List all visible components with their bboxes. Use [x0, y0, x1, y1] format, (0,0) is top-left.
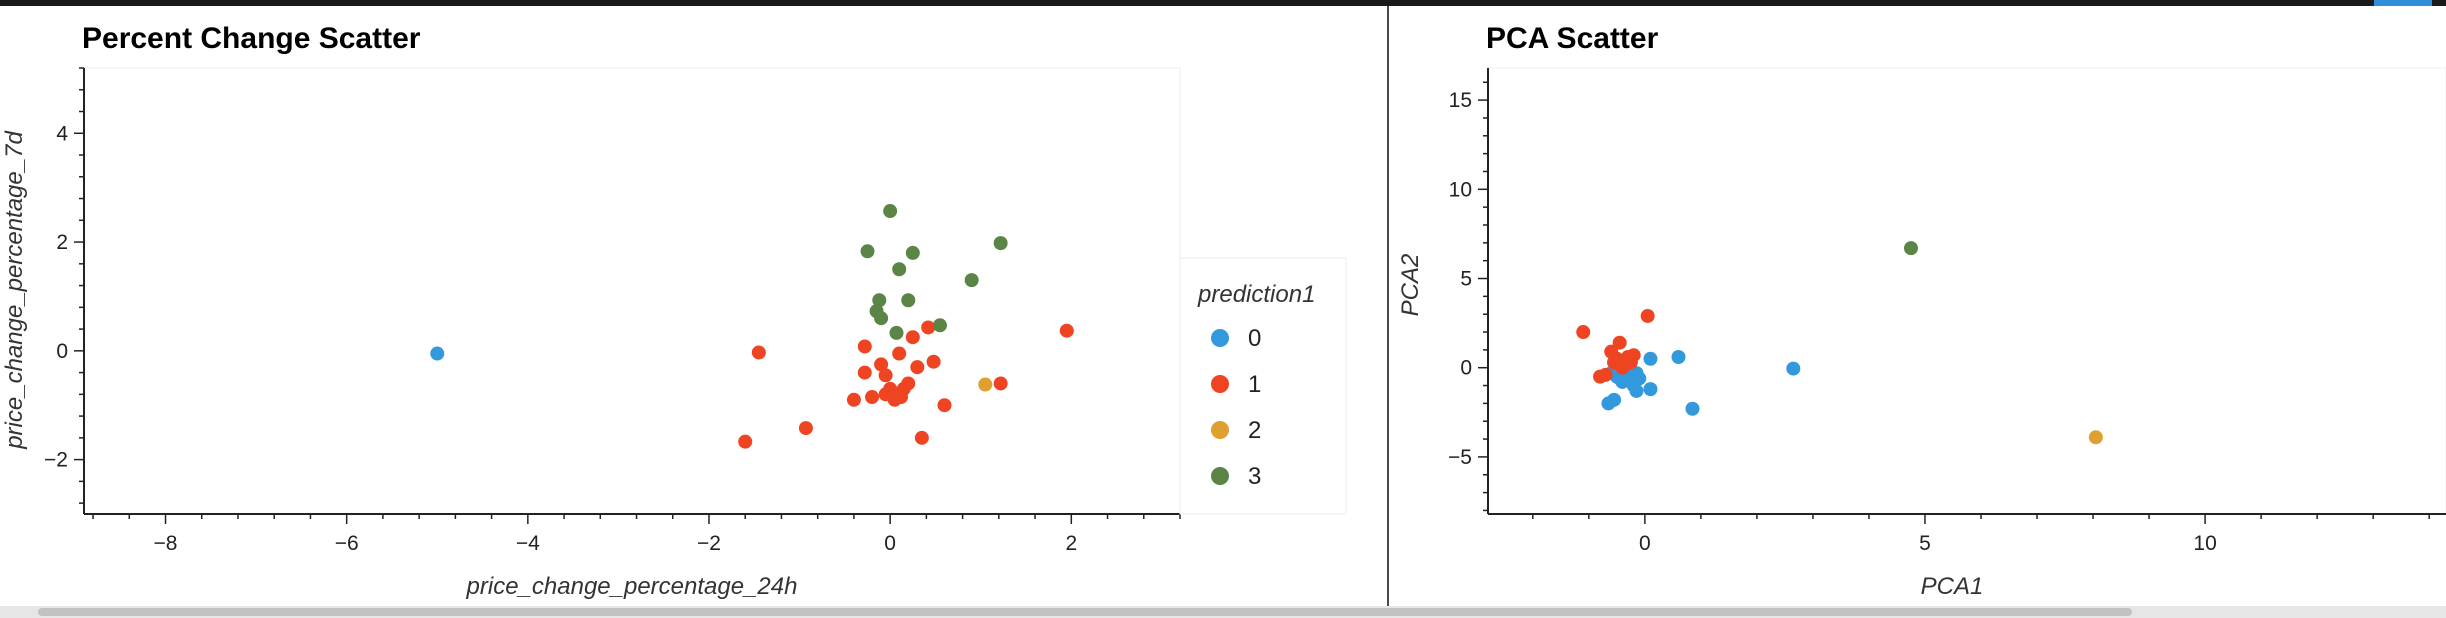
point-cluster-1 [846, 392, 861, 407]
point-cluster-1 [1059, 323, 1074, 338]
percent-change-scatter-chart: Percent Change Scatter −8 −6 −4 −2 0 2 −2 0 2 4 p… [1, 22, 1347, 600]
point-cluster-1 [738, 434, 753, 449]
point-cluster-3 [889, 325, 904, 340]
x-tick-label: −4 [516, 532, 540, 555]
legend-swatch-0 [1211, 329, 1229, 347]
plot-area [83, 67, 1181, 515]
point-cluster-1 [905, 330, 920, 345]
legend-swatch-2 [1211, 421, 1229, 439]
chart-title: Percent Change Scatter [82, 22, 421, 55]
points [1576, 241, 2103, 445]
point-cluster-3 [874, 311, 889, 326]
point-cluster-1 [798, 421, 813, 436]
point-cluster-1 [1640, 308, 1655, 323]
point-cluster-1 [878, 368, 893, 383]
x-axis-label: PCA1 [1921, 573, 1984, 600]
y-axis-label: PCA2 [1397, 254, 1424, 317]
x-axis-label: price_change_percentage_24h [466, 573, 798, 600]
x-tick-label: 0 [884, 532, 896, 555]
top-bar-accent [2374, 0, 2432, 6]
y-tick-label: 15 [1449, 89, 1472, 112]
legend: prediction1 0 1 2 3 [1179, 257, 1347, 515]
point-cluster-3 [932, 318, 947, 333]
point-cluster-3 [892, 262, 907, 277]
point-cluster-0 [1632, 371, 1647, 386]
y-tick-label: 4 [56, 122, 68, 145]
point-cluster-3 [964, 273, 979, 288]
point-cluster-1 [910, 360, 925, 375]
point-cluster-0 [1786, 361, 1801, 376]
point-cluster-1 [883, 381, 898, 396]
point-cluster-3 [901, 293, 916, 308]
point-cluster-1 [1626, 348, 1641, 363]
legend-swatch-3 [1211, 467, 1229, 485]
legend-swatch-1 [1211, 375, 1229, 393]
y-tick-label: 0 [1460, 357, 1472, 380]
point-cluster-1 [921, 320, 936, 335]
point-cluster-0 [1685, 401, 1700, 416]
axes: 0 5 10 −5 0 5 10 15 [1448, 68, 2446, 555]
point-cluster-1 [1612, 335, 1627, 350]
legend-box [1179, 257, 1347, 515]
points [430, 204, 1074, 449]
x-tick-label: −6 [335, 532, 359, 555]
point-cluster-1 [1598, 367, 1613, 382]
top-bar [0, 0, 2446, 6]
point-cluster-1 [901, 376, 916, 391]
y-tick-label: −5 [1448, 446, 1472, 469]
point-cluster-0 [1607, 392, 1622, 407]
point-cluster-3 [1903, 241, 1918, 256]
point-cluster-3 [993, 236, 1008, 251]
y-tick-label: 0 [56, 340, 68, 363]
point-cluster-3 [883, 204, 898, 219]
panel-divider [1387, 6, 1389, 606]
point-cluster-1 [857, 339, 872, 354]
legend-title: prediction1 [1197, 281, 1315, 308]
scrollbar-thumb[interactable] [38, 608, 2132, 616]
x-tick-label: −2 [697, 532, 721, 555]
point-cluster-1 [857, 365, 872, 380]
point-cluster-1 [865, 390, 880, 405]
point-cluster-0 [1629, 383, 1644, 398]
legend-label-3: 3 [1248, 463, 1261, 490]
point-cluster-3 [872, 293, 887, 308]
point-cluster-1 [1576, 325, 1591, 340]
point-cluster-1 [926, 354, 941, 369]
point-cluster-1 [937, 398, 952, 413]
legend-label-2: 2 [1248, 417, 1261, 444]
point-cluster-0 [1643, 382, 1658, 397]
y-tick-label: 10 [1449, 178, 1472, 201]
pca-scatter-chart: PCA Scatter 0 5 10 −5 0 5 10 15 PCA1 PCA2 [1397, 22, 2446, 600]
point-cluster-0 [1643, 351, 1658, 366]
y-tick-label: −2 [44, 449, 68, 472]
point-cluster-1 [751, 345, 766, 360]
y-axis-label: price_change_percentage_7d [1, 131, 28, 450]
chart-title: PCA Scatter [1486, 22, 1659, 55]
x-tick-label: 10 [2193, 532, 2216, 555]
x-tick-label: 0 [1639, 532, 1651, 555]
x-tick-label: −8 [154, 532, 178, 555]
y-tick-label: 5 [1460, 268, 1472, 291]
axes: −8 −6 −4 −2 0 2 −2 0 2 4 [44, 67, 1181, 555]
point-cluster-1 [892, 346, 907, 361]
point-cluster-2 [2088, 430, 2103, 445]
y-tick-label: 2 [56, 231, 68, 254]
point-cluster-1 [914, 430, 929, 445]
point-cluster-1 [874, 357, 889, 372]
x-tick-label: 2 [1065, 532, 1077, 555]
point-cluster-0 [430, 346, 445, 361]
point-cluster-2 [978, 377, 993, 392]
point-cluster-0 [1671, 350, 1686, 365]
x-tick-label: 5 [1919, 532, 1931, 555]
plot-area [1487, 67, 2446, 515]
point-cluster-3 [905, 245, 920, 260]
legend-label-1: 1 [1248, 371, 1261, 398]
point-cluster-1 [993, 376, 1008, 391]
point-cluster-3 [860, 244, 875, 259]
legend-items: 0 1 2 3 [1211, 325, 1261, 490]
legend-label-0: 0 [1248, 325, 1261, 352]
